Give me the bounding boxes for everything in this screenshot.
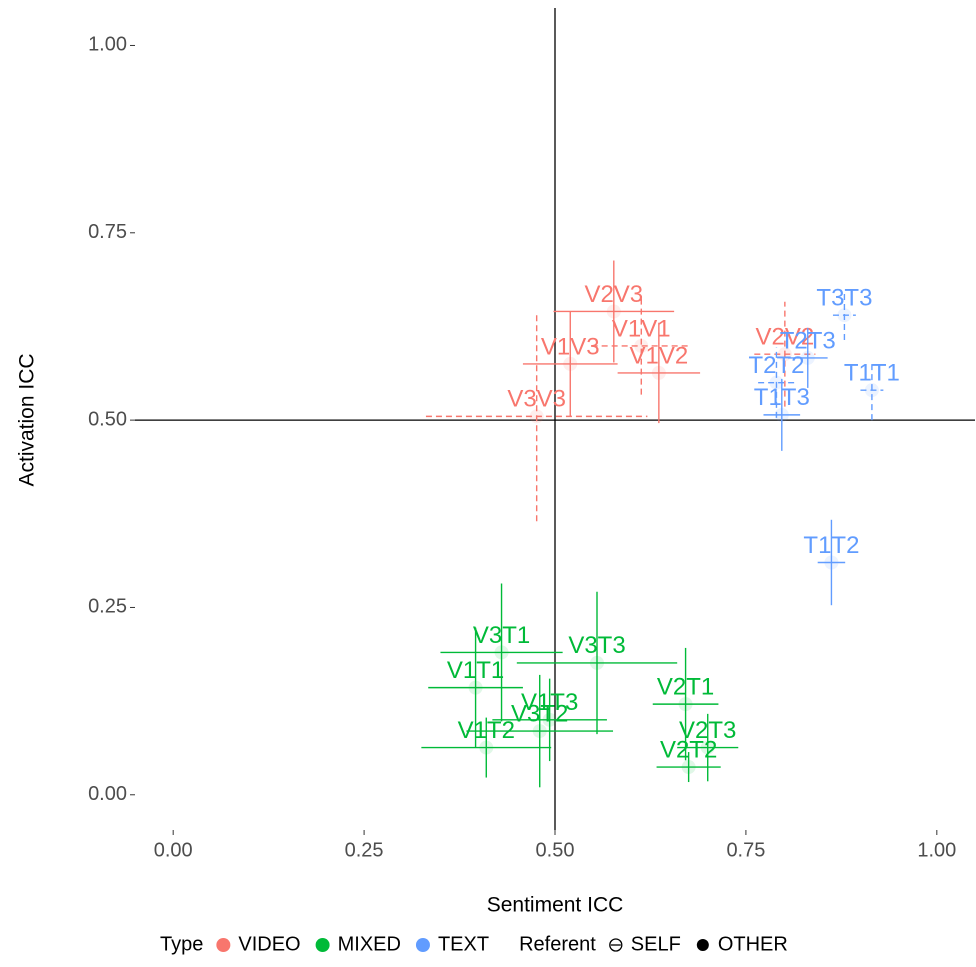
- point-label: T1T3: [754, 384, 810, 411]
- x-tick-label: 0.50: [536, 839, 575, 861]
- point-label: V2T1: [657, 673, 714, 700]
- y-tick-label: 0.50: [88, 408, 127, 430]
- point: [532, 724, 547, 739]
- point-label: V3V3: [507, 386, 566, 413]
- point-label: T3T3: [816, 285, 872, 312]
- point-label: V1T1: [447, 657, 504, 684]
- legend-label: OTHER: [718, 933, 788, 955]
- point-label: V1V3: [541, 333, 600, 360]
- point-label: V1T3: [521, 689, 578, 716]
- legend-swatch: [415, 938, 430, 952]
- point: [479, 740, 494, 755]
- legend-symbol: [696, 939, 709, 951]
- point: [824, 555, 839, 570]
- point: [542, 712, 557, 727]
- point: [468, 680, 483, 695]
- point-label: V2V2: [755, 324, 814, 351]
- y-tick-label: 0.75: [88, 221, 127, 243]
- point: [700, 740, 715, 755]
- point-label: T2T3: [780, 327, 836, 354]
- legend-swatch: [315, 938, 330, 952]
- legend-symbol: [609, 938, 623, 952]
- point-label: V2T3: [679, 717, 736, 744]
- point-label: T1T2: [803, 532, 859, 559]
- point-label: V2T2: [660, 736, 717, 763]
- y-tick-label: 0.25: [88, 596, 127, 618]
- x-tick-label: 0.75: [726, 839, 765, 861]
- legend-title: Type: [160, 933, 203, 955]
- legend-label: TEXT: [438, 933, 489, 955]
- point: [837, 308, 852, 323]
- point: [494, 645, 509, 660]
- point: [563, 356, 578, 371]
- point-label: V1T2: [458, 717, 515, 744]
- point-label: V1V1: [612, 315, 671, 342]
- point-label: V3T2: [511, 700, 568, 727]
- y-tick-label: 0.00: [88, 783, 127, 805]
- point: [678, 697, 693, 712]
- point: [590, 655, 604, 670]
- point-label: V3T3: [568, 632, 625, 659]
- x-axis-title: Sentiment ICC: [487, 894, 624, 917]
- x-tick-label: 0.25: [345, 839, 384, 861]
- legend-label: SELF: [631, 933, 681, 955]
- legend-swatch: [216, 938, 231, 952]
- point-label: V2V3: [584, 281, 643, 308]
- point: [651, 365, 666, 380]
- x-tick-label: 1.00: [917, 839, 956, 861]
- point: [634, 338, 649, 353]
- legend-title: Referent: [519, 933, 596, 955]
- y-axis-title: Activation ICC: [16, 353, 39, 486]
- x-tick-label: 0.00: [154, 839, 193, 861]
- point: [529, 409, 544, 424]
- point: [606, 304, 621, 319]
- point: [774, 407, 789, 422]
- legend-label: VIDEO: [238, 933, 300, 955]
- point-label: V3T1: [473, 622, 530, 649]
- point-label: V1V2: [629, 342, 688, 369]
- point-label: T2T2: [748, 352, 804, 379]
- point: [800, 350, 815, 365]
- point: [769, 375, 784, 390]
- legend-label: MIXED: [338, 933, 401, 955]
- point: [864, 383, 879, 398]
- point-label: T1T1: [844, 359, 900, 386]
- y-tick-label: 1.00: [88, 34, 127, 56]
- point: [681, 760, 696, 775]
